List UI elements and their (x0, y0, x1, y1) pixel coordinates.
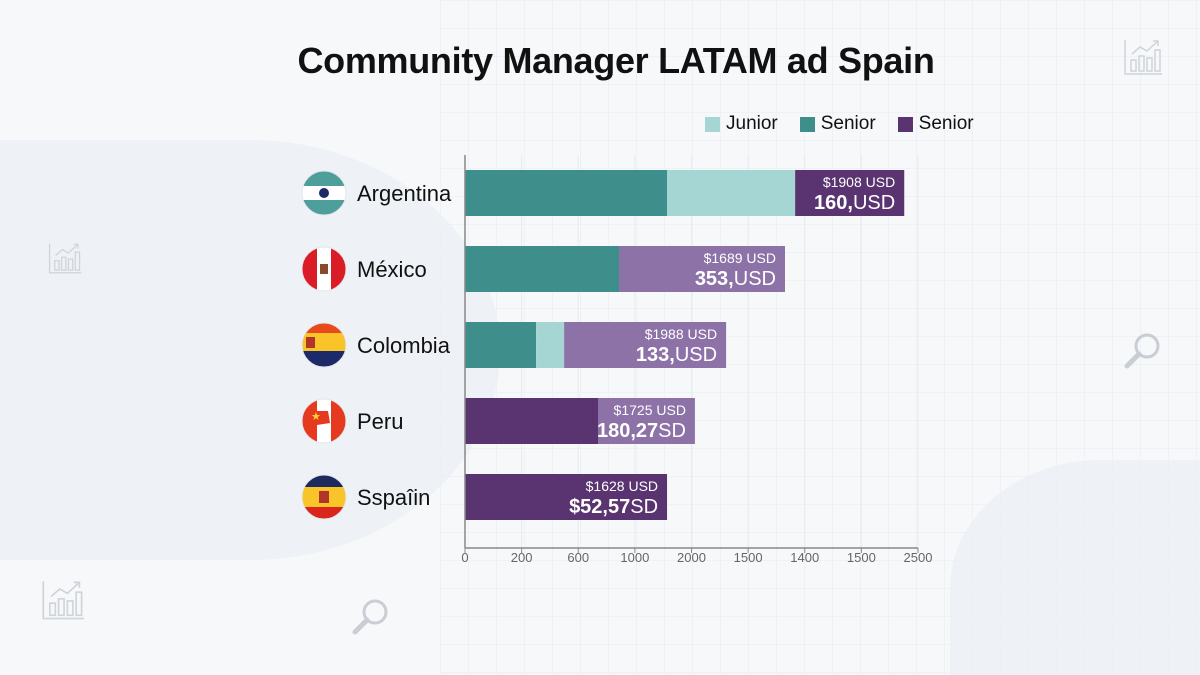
data-label-rest: SD (630, 496, 658, 518)
magnifier-icon (352, 599, 388, 635)
data-label-main: $52,57SD (569, 496, 658, 518)
bar-segment (667, 170, 796, 216)
data-label-top: $1908 USD (823, 174, 895, 190)
data-label-bold: 133, (636, 344, 675, 366)
bar-segment (465, 398, 599, 444)
argentina-flag-icon (301, 170, 347, 216)
spain-flag-icon (301, 474, 347, 520)
mexico-flag-icon (301, 246, 347, 292)
legend-item: Senior (799, 113, 876, 135)
x-tick-label: 2000 (677, 550, 706, 565)
data-label-top: $1628 USD (586, 478, 658, 494)
data-label-bold: 160, (814, 192, 853, 214)
chart-growth-icon (42, 581, 84, 620)
bar-segment (536, 322, 565, 368)
chart-title: Community Manager LATAM ad Spain (297, 40, 935, 81)
magnifier-icon (1124, 333, 1160, 369)
bar-segment (619, 246, 785, 292)
x-tick-label: 200 (511, 550, 533, 565)
flag-fill (302, 247, 346, 291)
colombia-flag-icon (301, 322, 347, 368)
legend-item: Senior (897, 113, 974, 135)
x-tick-label: 1500 (847, 550, 876, 565)
bar-segment (465, 322, 537, 368)
x-tick-label: 600 (567, 550, 589, 565)
flag-fill (302, 171, 346, 215)
chart-growth-icon (1124, 40, 1162, 75)
category-label: Argentina (357, 181, 452, 206)
bar-segment (795, 170, 905, 216)
category-label: Colombia (357, 333, 451, 358)
flag-border (301, 322, 347, 368)
svg-text:★: ★ (311, 411, 321, 423)
data-label-top: $1988 USD (645, 326, 717, 342)
x-tick-label: 2500 (904, 550, 933, 565)
data-label-bold: 353, (695, 268, 734, 290)
flag-border (301, 398, 347, 444)
x-tick-label: 1400 (790, 550, 819, 565)
data-label-rest: USD (853, 192, 895, 214)
legend-label: Senior (918, 113, 974, 134)
data-label-main: 353,USD (695, 268, 776, 290)
flag-border (301, 246, 347, 292)
flag-border (301, 474, 347, 520)
legend-label: Junior (726, 113, 778, 134)
data-label-rest: SD (658, 420, 686, 442)
data-label-main: 160,USD (814, 192, 895, 214)
flag-border (301, 170, 347, 216)
category-label: Peru (357, 409, 403, 434)
peru-flag-icon: ★ (301, 398, 347, 444)
data-label-top: $1725 USD (614, 402, 686, 418)
x-tick-label: 0 (461, 550, 468, 565)
bar-segment (465, 474, 668, 520)
category-label: México (357, 257, 427, 282)
legend-swatch (799, 116, 815, 132)
flag-fill (302, 323, 346, 367)
flag-fill: ★ (302, 399, 346, 443)
data-label-main: 133,USD (636, 344, 717, 366)
data-label-rest: USD (675, 344, 717, 366)
data-label-bold: $52,57 (569, 496, 630, 518)
data-label-main: 180,27SD (597, 420, 686, 442)
bar-segment (465, 246, 620, 292)
legend: Junior Senior Senior (705, 113, 974, 135)
legend-swatch (705, 116, 720, 132)
x-tick-label: 1000 (620, 550, 649, 565)
chart-growth-icon (48, 243, 82, 274)
background-shape (0, 140, 500, 560)
data-label-top: $1689 USD (704, 250, 776, 266)
bar-segment (598, 398, 695, 444)
bar-segment (564, 322, 727, 368)
legend-label: Senior (820, 113, 876, 134)
category-label: Sspaîin (357, 485, 430, 510)
data-label-bold: 180,27 (597, 420, 658, 442)
data-label-rest: USD (734, 268, 776, 290)
bar-segment (465, 170, 668, 216)
x-tick-label: 1500 (734, 550, 763, 565)
legend-item: Junior (705, 113, 778, 135)
legend-swatch (897, 116, 913, 132)
